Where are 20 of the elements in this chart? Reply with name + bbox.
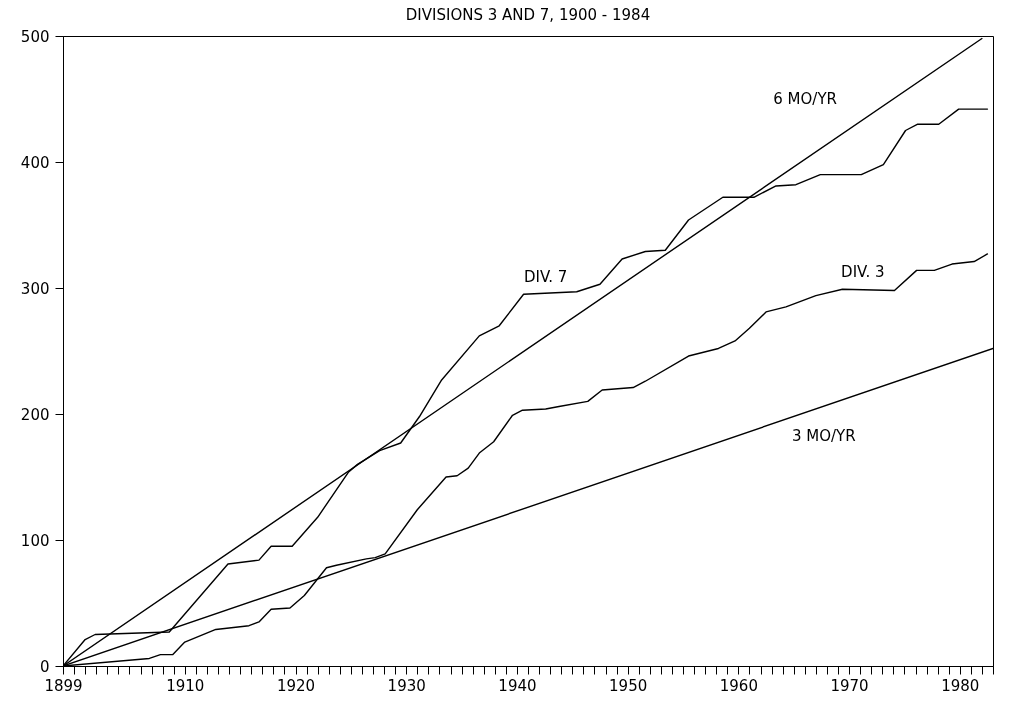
- series-label: DIV. 3: [841, 262, 885, 281]
- y-tick-label: 300: [20, 279, 50, 298]
- y-tick-label: 200: [20, 405, 50, 424]
- y-tick-label: 500: [20, 27, 50, 46]
- x-tick-label: 1899: [44, 676, 83, 695]
- y-tick-label: 100: [20, 531, 50, 550]
- x-tick-label: 1980: [941, 676, 980, 695]
- x-tick-label: 1970: [830, 676, 869, 695]
- chart-title: DIVISIONS 3 AND 7, 1900 - 1984: [405, 6, 651, 24]
- x-tick-label: 1920: [276, 676, 316, 695]
- x-tick-label: 1960: [719, 676, 758, 695]
- x-tick-label: 1930: [387, 676, 426, 695]
- x-tick-label: 1950: [609, 676, 648, 695]
- series-label: DIV. 7: [523, 268, 568, 287]
- series-label: 6 MO/YR: [773, 90, 837, 109]
- y-tick-label: 0: [39, 657, 50, 676]
- series-label: 3 MO/YR: [791, 427, 856, 446]
- x-tick-label: 1910: [166, 676, 205, 695]
- y-tick-label: 400: [20, 153, 50, 172]
- x-tick-label: 1940: [498, 676, 537, 695]
